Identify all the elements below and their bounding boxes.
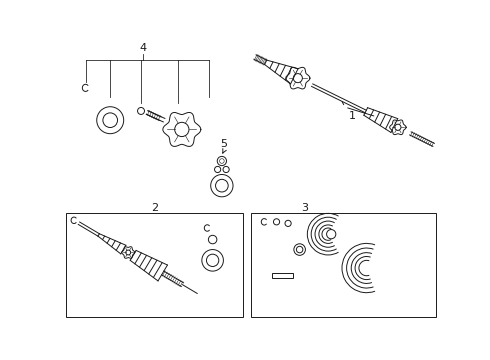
Text: 3: 3 xyxy=(301,203,309,213)
Text: 4: 4 xyxy=(140,43,147,53)
Bar xyxy=(66,213,244,316)
Bar xyxy=(251,213,436,316)
Text: 2: 2 xyxy=(151,203,158,213)
Text: 1: 1 xyxy=(349,111,356,121)
Text: 5: 5 xyxy=(220,139,228,149)
Bar xyxy=(272,273,294,278)
